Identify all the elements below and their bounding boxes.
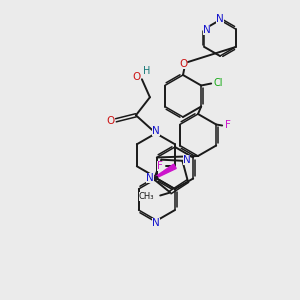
Text: N: N (146, 173, 154, 183)
Text: N: N (152, 126, 160, 136)
Text: H: H (143, 66, 151, 76)
Text: O: O (107, 116, 115, 126)
Text: O: O (133, 72, 141, 82)
Text: Cl: Cl (213, 77, 223, 88)
Text: N: N (216, 14, 224, 23)
Text: N: N (182, 155, 190, 165)
Text: CH₃: CH₃ (139, 192, 154, 201)
Text: F: F (157, 161, 163, 171)
Polygon shape (155, 164, 176, 178)
Text: F: F (225, 121, 231, 130)
Text: N: N (202, 25, 210, 35)
Text: O: O (179, 59, 187, 69)
Text: N: N (152, 218, 160, 227)
